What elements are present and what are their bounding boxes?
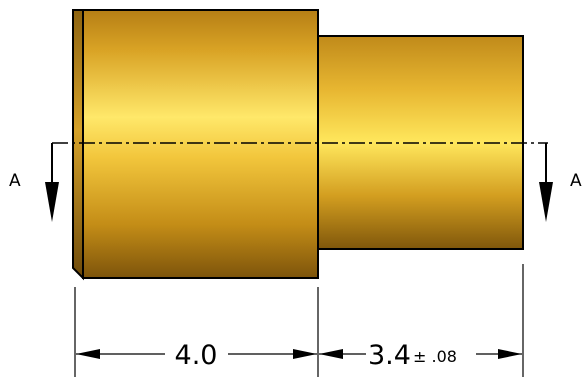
large-diameter-section xyxy=(82,9,319,279)
dimension-line-1 xyxy=(76,349,317,359)
chamfer-face xyxy=(72,9,84,281)
section-arrow-right xyxy=(539,143,553,222)
dimension-line-2 xyxy=(319,349,522,359)
dimension-value-1: 4.0 xyxy=(175,340,218,371)
section-label-right: A xyxy=(570,171,582,191)
section-label-left: A xyxy=(9,171,21,191)
dimension-value-2: 3.4 xyxy=(368,340,411,371)
extension-lines xyxy=(74,264,524,377)
section-arrow-left xyxy=(45,143,59,222)
dimension-tolerance-2: ± .08 xyxy=(413,347,457,366)
part-body xyxy=(72,9,524,281)
